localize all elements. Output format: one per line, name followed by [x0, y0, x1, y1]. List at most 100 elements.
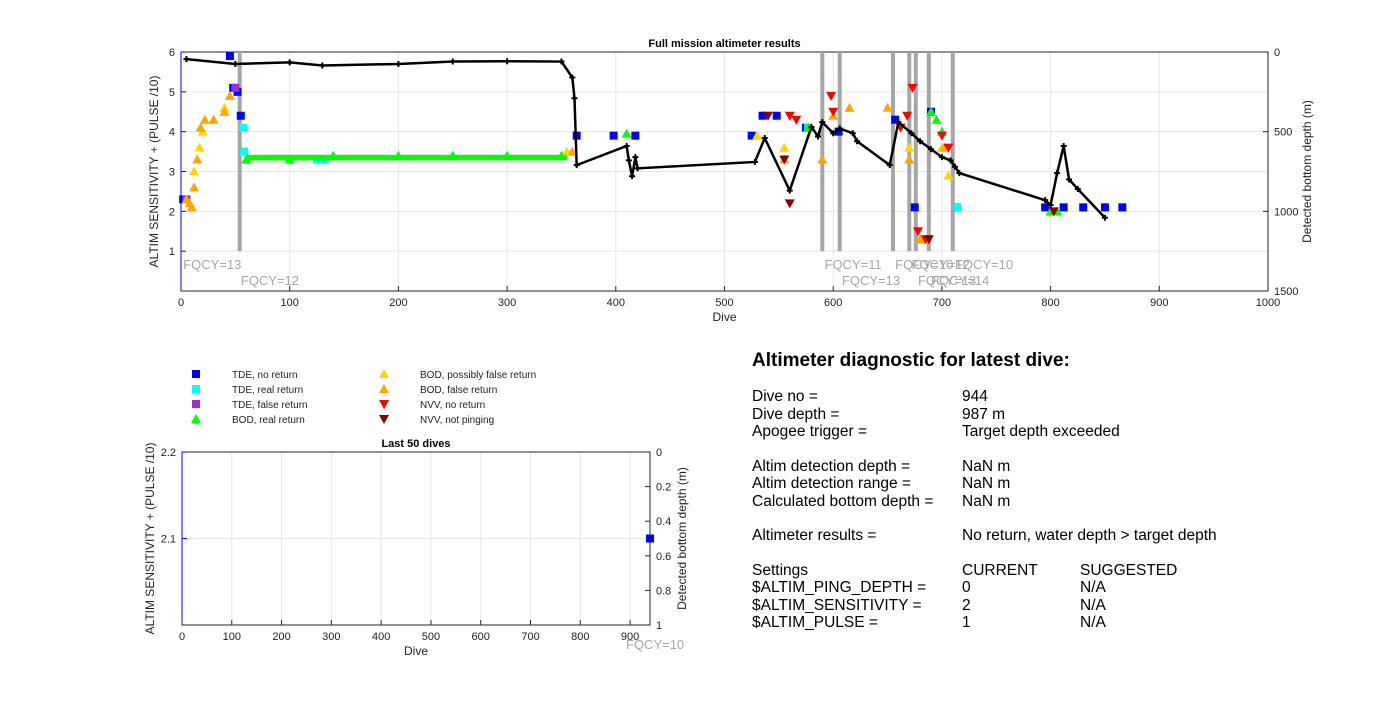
- x-tick-label: 400: [372, 631, 390, 643]
- diagnostic-value: 1: [962, 614, 971, 631]
- marker-plus: [786, 187, 793, 194]
- diagnostic-label: Calculated bottom depth =: [752, 492, 934, 510]
- x-tick-label: 800: [1041, 297, 1059, 309]
- marker-triangle-down: [379, 400, 389, 409]
- diagnostic-label: Settings: [752, 561, 809, 579]
- marker-triangle-up: [189, 182, 200, 192]
- marker-triangle-up: [915, 234, 926, 244]
- marker-plus: [751, 158, 758, 165]
- marker-square: [758, 111, 767, 120]
- diagnostic-spacer: [752, 441, 1372, 458]
- marker-triangle-up: [926, 106, 937, 116]
- marker-plus: [761, 135, 768, 142]
- marker-square: [609, 131, 618, 140]
- diagnostic-row: Dive no = 944: [752, 388, 1372, 406]
- chart-title: Full mission altimeter results: [648, 38, 800, 50]
- marker-plus: [183, 56, 190, 63]
- diagnostic-label: $ALTIM_SENSITIVITY =: [752, 596, 922, 614]
- bottom-depth-trace: [186, 57, 1106, 219]
- marker-plus: [854, 138, 861, 145]
- marker-triangle-down: [828, 107, 839, 117]
- x-tick-label: 0: [179, 631, 185, 643]
- diagnostic-row: $ALTIM_SENSITIVITY = 2 N/A: [752, 597, 1372, 615]
- diagnostic-spacer: [752, 545, 1372, 562]
- marker-plus: [449, 58, 456, 65]
- x-tick-label: 300: [322, 631, 340, 643]
- legend-label: NVV, not pinging: [420, 415, 494, 426]
- y2-tick-label: 500: [1274, 127, 1292, 139]
- marker-plus: [232, 60, 239, 67]
- y2-tick-label: 1000: [1274, 206, 1298, 218]
- marker-triangle-up: [621, 128, 632, 138]
- diagnostic-suggested: N/A: [1080, 579, 1106, 596]
- marker-plus: [319, 62, 326, 69]
- altimeter-diagnostic-panel: Altimeter diagnostic for latest dive: Di…: [752, 350, 1372, 632]
- x-tick-label: 200: [389, 297, 407, 309]
- marker-plus: [836, 125, 843, 132]
- y-tick-label: 4: [169, 127, 175, 139]
- marker-triangle-up: [939, 142, 950, 152]
- diagnostic-row: Apogee trigger = Target depth exceeded: [752, 423, 1372, 441]
- legend-label: TDE, no return: [232, 370, 298, 381]
- legend-label: BOD, real return: [232, 415, 305, 426]
- y-tick-label: 3: [169, 167, 175, 179]
- marker-triangle-down: [779, 155, 790, 165]
- marker-plus: [1054, 170, 1061, 177]
- diagnostic-row: Altim detection depth = NaN m: [752, 458, 1372, 476]
- x-tick-label: 600: [824, 297, 842, 309]
- marker-triangle-up: [224, 90, 235, 100]
- diagnostic-value: NaN m: [962, 475, 1011, 492]
- x-tick-label: 700: [521, 631, 539, 643]
- fqcy-label: FQCY=10: [895, 257, 953, 272]
- x-tick-label: 600: [472, 631, 490, 643]
- marker-triangle-up: [817, 154, 828, 164]
- fqcy-label: FQCY=13: [183, 257, 241, 272]
- legend-label: BOD, false return: [420, 385, 497, 396]
- marker-plus: [1066, 176, 1073, 183]
- x-tick-label: 400: [607, 297, 625, 309]
- y2-tick-label: 0.2: [656, 482, 671, 494]
- legend-label: BOD, possibly false return: [420, 370, 536, 381]
- diagnostic-label: $ALTIM_PING_DEPTH =: [752, 579, 927, 596]
- marker-triangle-up: [379, 384, 389, 393]
- y2-tick-label: 0: [656, 447, 662, 459]
- chart-title: Last 50 dives: [381, 438, 450, 450]
- marker-triangle-down: [943, 143, 954, 153]
- marker-square: [1079, 203, 1088, 212]
- marker-plus: [849, 130, 856, 137]
- marker-triangle-up: [191, 414, 201, 423]
- marker-plus: [634, 165, 641, 172]
- marker-triangle-up: [379, 369, 389, 378]
- marker-square: [192, 370, 200, 378]
- marker-plus: [571, 95, 578, 102]
- y2-axis-label: Detected bottom depth (m): [1300, 100, 1314, 243]
- marker-triangle-down: [907, 83, 918, 93]
- marker-triangle-up: [189, 166, 200, 176]
- diagnostic-value: Target depth exceeded: [962, 423, 1120, 440]
- fqcy-label: FQCY=12: [241, 273, 299, 288]
- x-tick-label: 1000: [1256, 297, 1280, 309]
- marker-plus: [908, 130, 915, 137]
- marker-plus: [928, 146, 935, 153]
- y-tick-label: 2.2: [161, 447, 176, 459]
- marker-plus: [558, 58, 565, 65]
- marker-triangle-up: [186, 202, 197, 212]
- marker-square: [646, 534, 654, 543]
- x-axis-label: Dive: [712, 310, 736, 324]
- x-tick-label: 700: [933, 297, 951, 309]
- marker-square: [891, 115, 900, 124]
- diagnostic-value: NaN m: [962, 457, 1011, 475]
- x-tick-label: 100: [223, 631, 241, 643]
- diagnostic-row: Altimeter results = No return, water dept…: [752, 527, 1372, 545]
- marker-square: [225, 51, 234, 60]
- fqcy-label: FQCY=12: [911, 257, 969, 272]
- diagnostic-suggested: SUGGESTED: [1080, 561, 1178, 579]
- diagnostic-rows: Dive no = 944 Dive depth = 987 m Apogee trig…: [752, 388, 1372, 632]
- marker-square: [1100, 203, 1109, 212]
- marker-triangle-up: [194, 142, 205, 152]
- marker-square: [192, 400, 200, 408]
- marker-plus: [808, 123, 815, 130]
- diagnostic-suggested: N/A: [1080, 614, 1106, 631]
- marker-triangle-up: [904, 142, 915, 152]
